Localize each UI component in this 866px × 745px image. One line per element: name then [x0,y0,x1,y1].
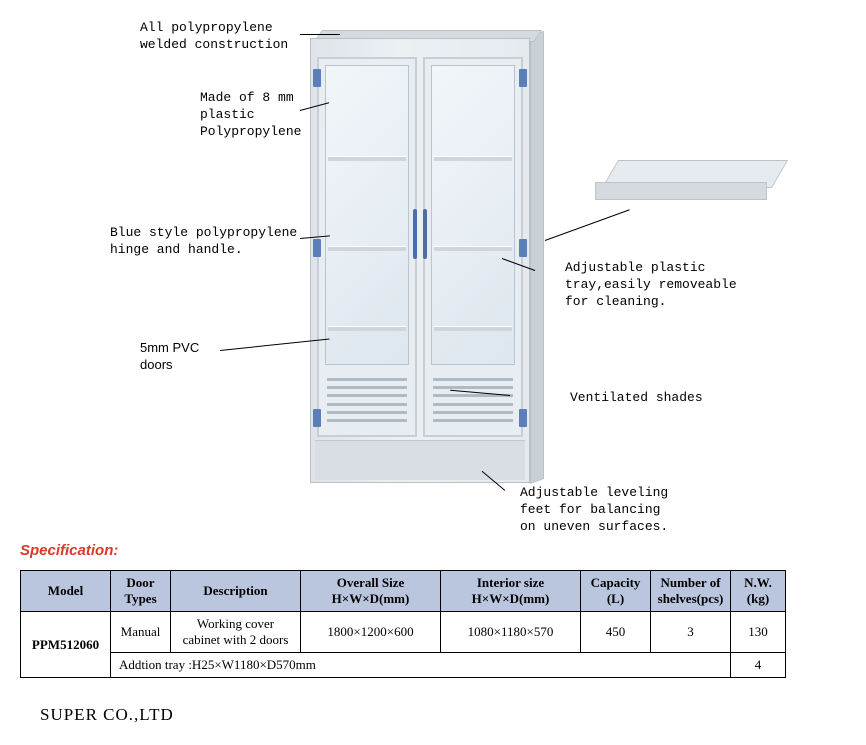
specification-heading: Specification: [20,542,118,559]
col-model: Model [21,571,111,612]
callout-vents: Ventilated shades [570,390,770,407]
callout-doors: 5mm PVCdoors [140,340,240,374]
callout-tray: Adjustable plastictray,easily removeable… [565,260,765,311]
col-interior-size: Interior sizeH×W×D(mm) [441,571,581,612]
cell-model: PPM512060 [21,612,111,678]
cell-nw: 130 [731,612,786,653]
callout-construction: All polypropylenewelded construction [140,20,320,54]
tray-illustration [600,160,780,210]
col-shelves: Number ofshelves(pcs) [651,571,731,612]
cell-overall-size: 1800×1200×600 [301,612,441,653]
product-diagram: All polypropylenewelded construction Mad… [0,0,866,530]
col-capacity: Capacity(L) [581,571,651,612]
cell-door-types: Manual [111,612,171,653]
table-row: Addtion tray :H25×W1180×D570mm 4 [21,653,786,678]
cell-nw-2: 4 [731,653,786,678]
cell-capacity: 450 [581,612,651,653]
cell-shelves: 3 [651,612,731,653]
cell-description: Working covercabinet with 2 doors [171,612,301,653]
col-overall-size: Overall SizeH×W×D(mm) [301,571,441,612]
callout-hinge: Blue style polypropylenehinge and handle… [110,225,310,259]
company-name: SUPER CO.,LTD [40,705,174,725]
cell-interior-size: 1080×1180×570 [441,612,581,653]
col-nw: N.W.(kg) [731,571,786,612]
col-description: Description [171,571,301,612]
table-header-row: Model DoorTypes Description Overall Size… [21,571,786,612]
table-row: PPM512060 Manual Working covercabinet wi… [21,612,786,653]
col-door-types: DoorTypes [111,571,171,612]
cabinet-illustration [310,30,530,490]
cell-addition: Addtion tray :H25×W1180×D570mm [111,653,731,678]
specification-table: Model DoorTypes Description Overall Size… [20,570,786,678]
callout-material: Made of 8 mmplasticPolypropylene [200,90,340,141]
callout-feet: Adjustable levelingfeet for balancingon … [520,485,720,536]
